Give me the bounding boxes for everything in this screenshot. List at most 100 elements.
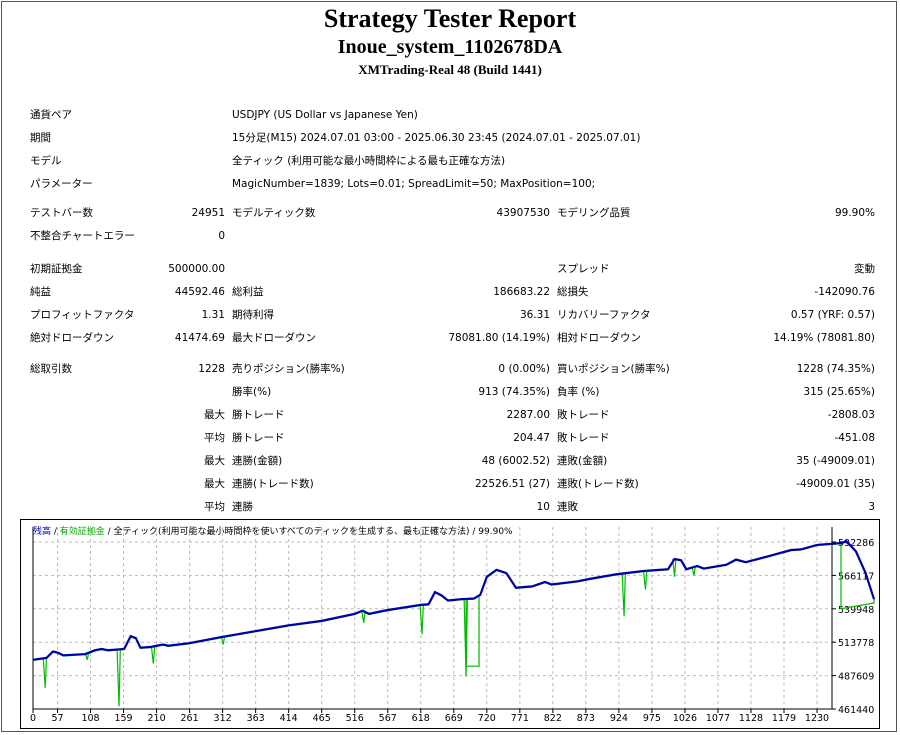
stat-label: 期待利得 [232,309,274,321]
legend-quality: 99.90% [478,527,513,537]
stat-value: 24951 [191,207,225,219]
chart-legend: 残高 / 有効証拠金 / 全ティック(利用可能な最小時間枠を使いすべてのティック… [33,524,513,537]
stat-value: 10 [536,501,550,513]
equity-plateau [465,595,480,667]
x-tick-label: 312 [214,713,232,724]
stat-value: 186683.22 [493,286,550,298]
stat-label: 初期証拠金 [30,263,83,275]
stat-value: 1.31 [201,309,225,321]
legend-sep: / [469,527,479,537]
info-value: 全ティック (利用可能な最小時間枠による最も正確な方法) [232,155,506,167]
stat-label: リカバリーファクタ [557,309,651,321]
stat-label: 相対ドローダウン [557,332,641,344]
stat-label: 負率 (%) [557,386,600,398]
stat-value: 1228 [198,363,225,375]
stat-value: 変動 [854,263,875,275]
stat-value: 99.90% [834,207,875,219]
stat-value: -2808.03 [827,409,875,421]
equity-dip [642,570,648,590]
stat-value: 最大 [204,455,225,467]
report-title: Strategy Tester Report [323,4,577,33]
stat-value: 0 (0.00%) [498,363,550,375]
stat-label: 総取引数 [30,363,72,375]
balance-line [32,539,876,661]
system-name: Inoue_system_1102678DA [337,36,563,58]
stat-value: 35 (-49009.01) [796,455,875,467]
stat-value: 78081.80 (14.19%) [448,332,550,344]
legend-sep: / [51,527,60,537]
x-tick-label: 108 [81,713,99,724]
x-tick-label: 57 [51,713,63,724]
info-label: 通貨ペア [30,109,72,121]
stat-value: 43907530 [496,207,550,219]
x-tick-label: 210 [148,713,166,724]
stat-label: 連勝(金額) [232,455,283,467]
stat-value: 2287.00 [506,409,550,421]
legend-equity: 有効証拠金 [59,527,105,537]
stat-value: -142090.76 [814,286,875,298]
info-label: 期間 [30,132,51,144]
equity-dip [672,558,677,577]
stat-label: 買いポジション(勝率%) [557,363,670,375]
stat-value: -49009.01 (35) [796,478,875,490]
stat-label: 売りポジション(勝率%) [232,363,345,375]
x-tick-label: 261 [181,713,199,724]
stat-label: テストバー数 [30,207,93,219]
equity-dip [220,636,226,645]
stat-label: 純益 [30,286,51,298]
stat-label: 不整合チャートエラー [30,230,135,242]
stat-value: 36.31 [519,309,550,321]
stat-label: 勝トレード [232,409,285,421]
stat-value: 315 (25.65%) [803,386,875,398]
y-tick-label: 566117 [838,571,874,582]
stat-label: 最大ドローダウン [232,332,316,344]
info-label: パラメーター [30,178,93,190]
stat-value: 平均 [204,432,225,444]
stat-label: 絶対ドローダウン [30,332,114,344]
stat-value: 1228 (74.35%) [796,363,875,375]
legend-sep: / [104,527,114,537]
x-tick-label: 1077 [706,713,730,724]
y-tick-label: 592286 [838,538,874,549]
x-tick-label: 363 [247,713,265,724]
info-value: USDJPY (US Dollar vs Japanese Yen) [232,109,418,121]
info-value: 15分足(M15) 2024.07.01 03:00 - 2025.06.30 … [232,132,641,144]
stat-label: 敗トレード [557,432,610,444]
stat-value: 0.57 (YRF: 0.57) [790,309,875,321]
stat-label: プロフィットファクタ [30,309,135,321]
stat-value: 913 (74.35%) [478,386,550,398]
stat-value: 48 (6002.52) [481,455,550,467]
equity-dip [150,646,156,664]
info-value: MagicNumber=1839; Lots=0.01; SpreadLimit… [232,178,596,190]
stat-label: モデリング品質 [557,207,631,219]
equity-dip [361,611,366,623]
equity-dip [463,598,468,677]
stat-value: 0 [218,230,225,242]
x-tick-label: 414 [280,713,298,724]
equity-dip [84,653,90,660]
stat-label: モデルティック数 [232,207,316,219]
info-label: モデル [30,155,62,167]
x-tick-label: 771 [511,713,529,724]
y-tick-label: 539948 [838,605,874,616]
x-tick-label: 0 [30,713,36,724]
balance-chart [20,519,880,729]
equity-dip [621,573,626,617]
stat-value: 41474.69 [174,332,225,344]
x-tick-label: 975 [643,713,661,724]
stat-label: 連勝(トレード数) [232,478,314,490]
stat-value: 平均 [204,501,225,513]
stat-value: 最大 [204,409,225,421]
y-tick-label: 487609 [838,672,874,683]
legend-balance: 残高 [33,527,52,537]
x-tick-label: 1230 [805,713,829,724]
server-build: XMTrading-Real 48 (Build 1441) [358,62,542,77]
equity-dip [419,604,424,635]
stat-label: スプレッド [557,263,610,275]
x-tick-label: 618 [412,713,430,724]
stat-value: 3 [868,501,875,513]
stat-label: 敗トレード [557,409,610,421]
stat-value: 最大 [204,478,225,490]
y-tick-label: 461440 [838,705,874,716]
